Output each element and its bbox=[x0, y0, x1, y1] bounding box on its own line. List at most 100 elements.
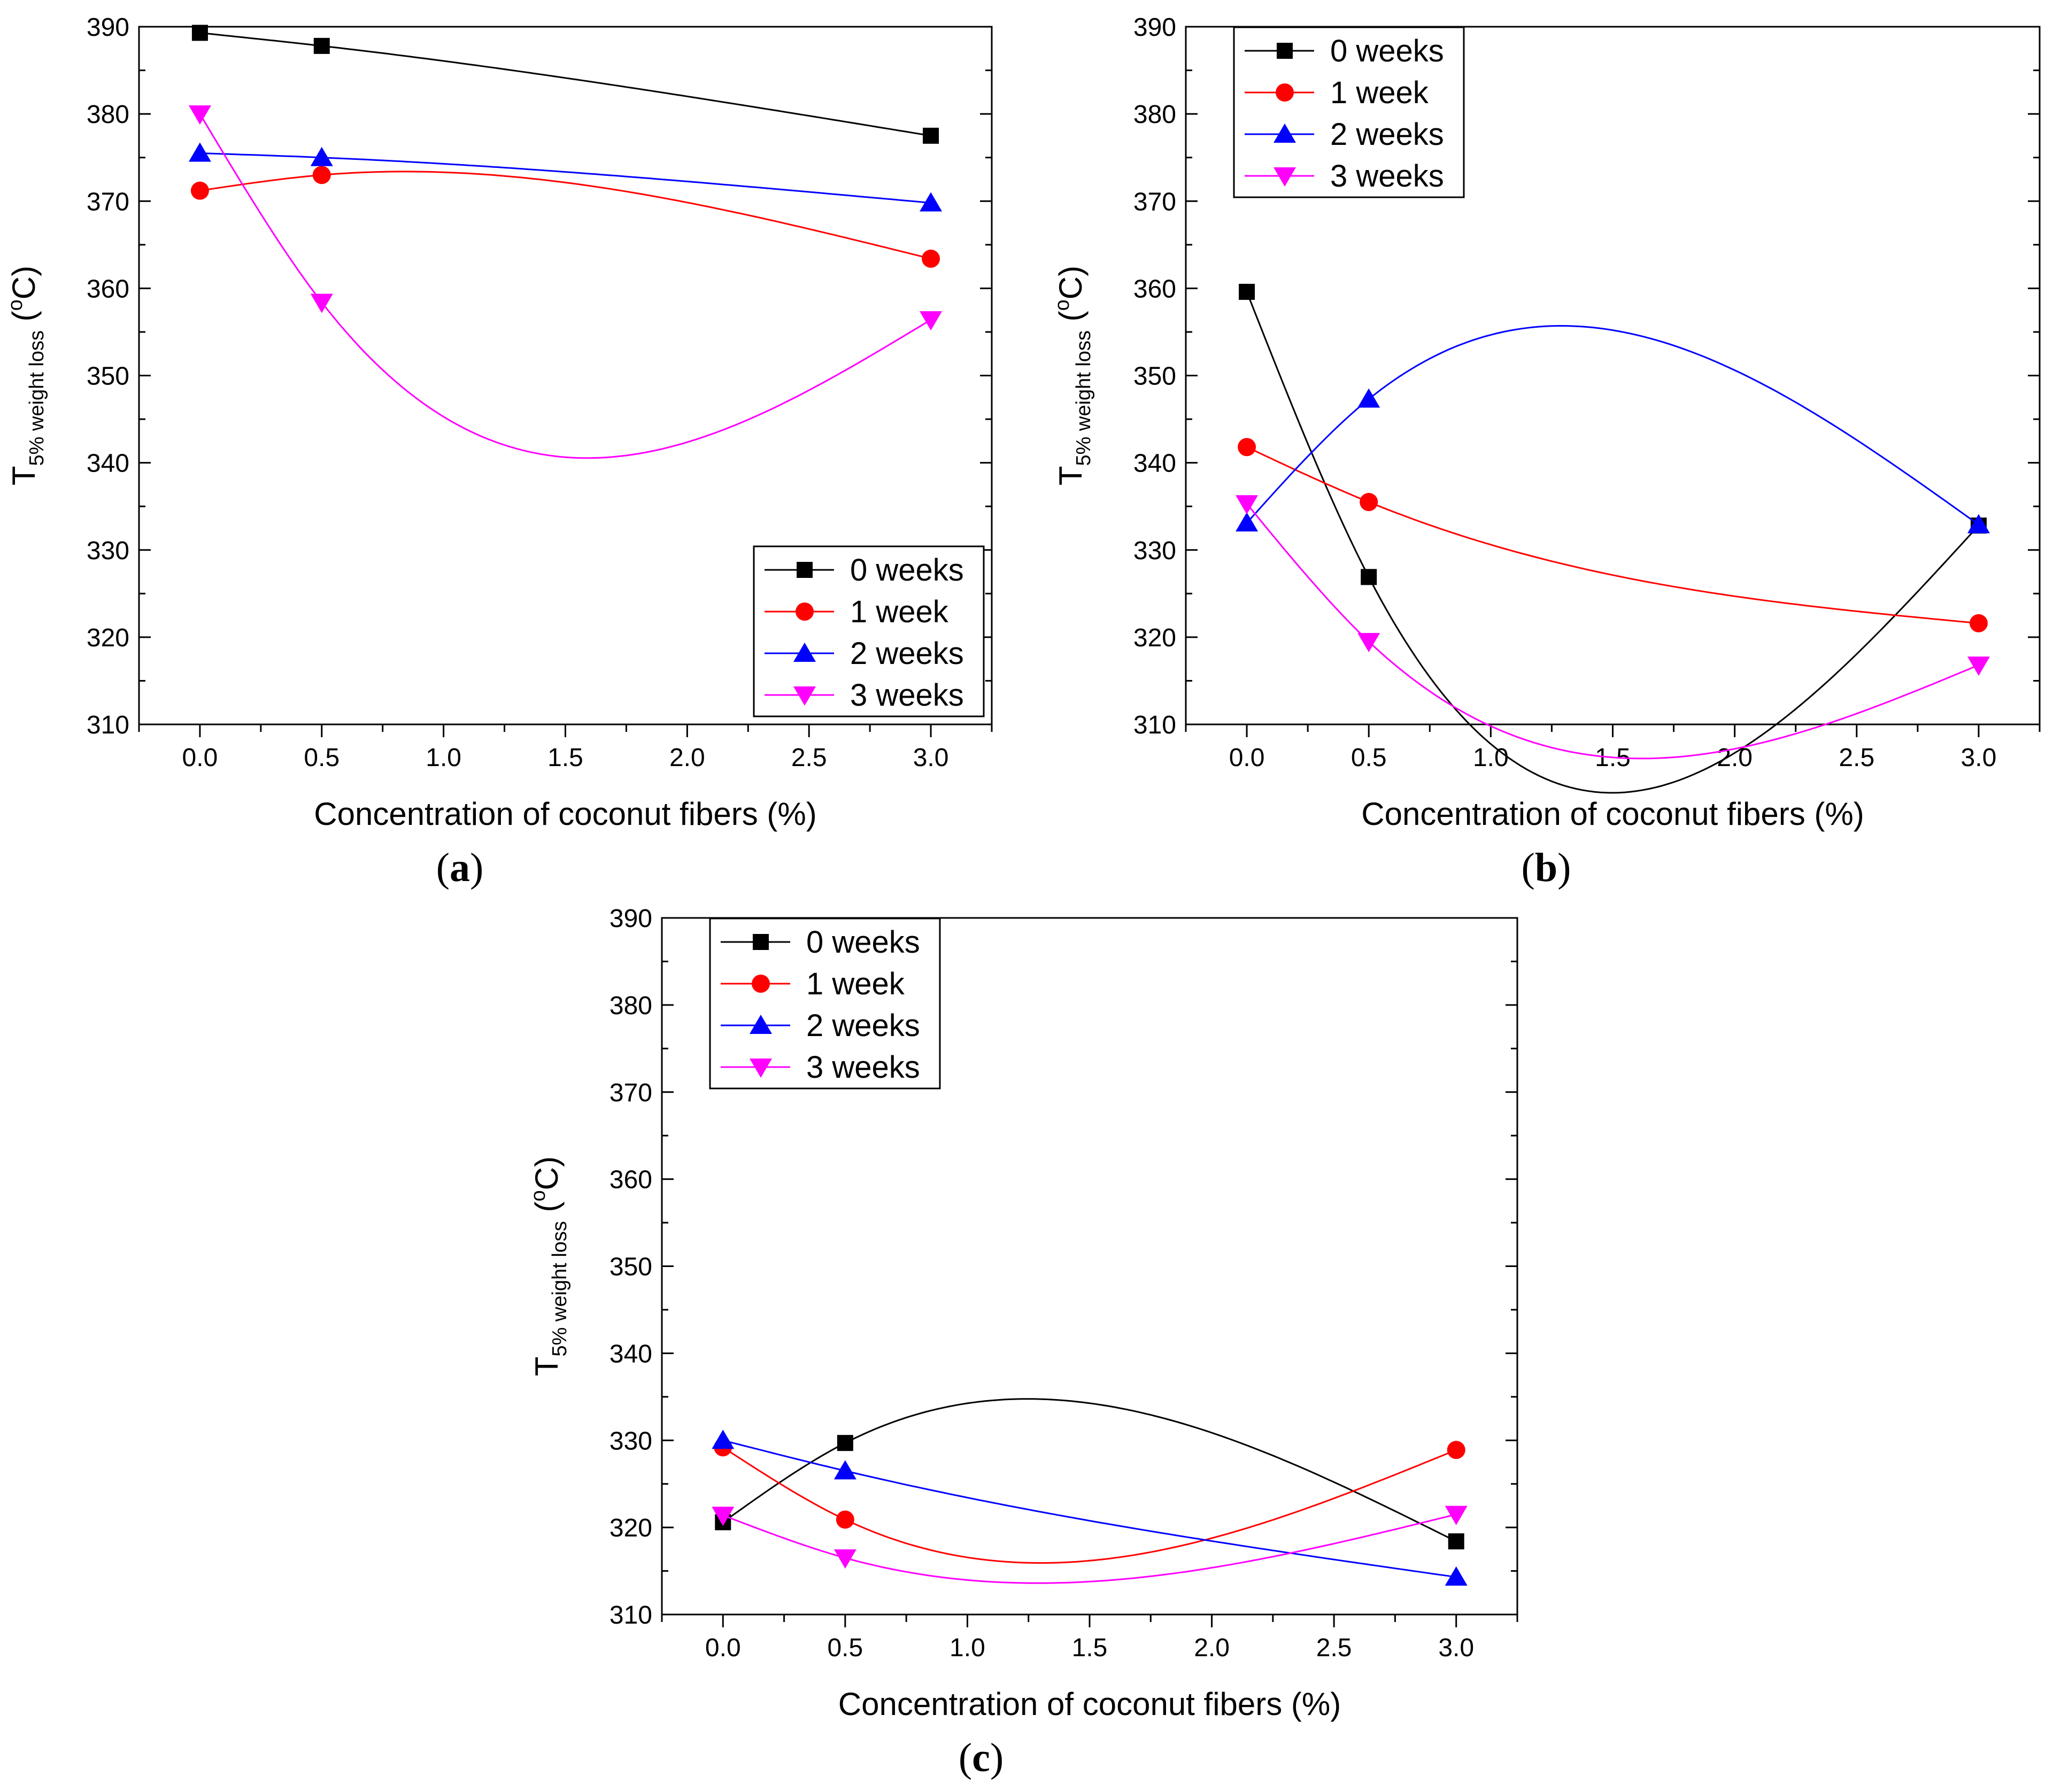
y-tick-label: 350 bbox=[1133, 362, 1176, 391]
x-tick-label: 2.0 bbox=[1717, 744, 1753, 772]
y-tick-label: 340 bbox=[87, 450, 129, 478]
data-point-2-weeks bbox=[712, 1430, 735, 1449]
legend-label: 3 weeks bbox=[1330, 159, 1444, 194]
data-point-3-weeks bbox=[310, 293, 333, 313]
legend: 0 weeks 1 week 2 weeks 3 weeks bbox=[1233, 26, 1465, 198]
y-axis-title: T5% weight loss (oC) bbox=[1051, 266, 1095, 485]
x-tick-label: 1.0 bbox=[426, 744, 461, 772]
legend: 0 weeks 1 week 2 weeks 3 weeks bbox=[709, 917, 941, 1090]
caption-close: ) bbox=[1557, 845, 1571, 890]
y-axis-title-unit-open: ( bbox=[529, 1201, 565, 1221]
y-tick-label: 360 bbox=[87, 275, 129, 303]
y-axis-title-unit-open: ( bbox=[6, 311, 42, 330]
series-group bbox=[188, 25, 943, 459]
y-tick-label: 370 bbox=[1133, 188, 1176, 216]
legend-label: 2 weeks bbox=[850, 636, 964, 671]
legend-marker bbox=[793, 686, 816, 706]
caption-close: ) bbox=[990, 1735, 1004, 1780]
y-axis-title: T5% weight loss (oC) bbox=[527, 1156, 571, 1376]
data-point-1-week bbox=[1238, 438, 1256, 457]
y-axis-title-unit-sup: o bbox=[1051, 299, 1074, 311]
caption-letter: b bbox=[1535, 845, 1557, 890]
y-tick-label: 370 bbox=[87, 188, 129, 216]
data-point-1-week bbox=[190, 181, 209, 200]
x-tick-label: 2.0 bbox=[669, 744, 705, 772]
legend-marker bbox=[752, 975, 770, 993]
y-tick-label: 360 bbox=[1133, 275, 1176, 303]
x-tick-label: 1.5 bbox=[547, 744, 583, 772]
data-point-0-weeks bbox=[923, 127, 939, 144]
y-axis-title-unit-close: C) bbox=[1053, 266, 1089, 299]
x-tick-label: 2.5 bbox=[1316, 1634, 1352, 1662]
x-tick-label: 0.5 bbox=[304, 744, 339, 772]
caption-open: ( bbox=[959, 1735, 972, 1780]
legend-label: 2 weeks bbox=[1330, 117, 1444, 152]
legend: 0 weeks 1 week 2 weeks 3 weeks bbox=[753, 545, 985, 717]
panel-c: 310 320 330 340 350 360 370 380 390 0.0 0.5 1.0 1.5 2… bbox=[527, 905, 1518, 1780]
data-point-1-week bbox=[312, 166, 331, 184]
y-axis-title-unit-sup: o bbox=[527, 1190, 550, 1201]
data-point-3-weeks bbox=[1445, 1505, 1468, 1525]
data-point-2-weeks bbox=[920, 192, 943, 212]
caption-letter: c bbox=[972, 1735, 990, 1780]
data-point-0-weeks bbox=[1448, 1533, 1464, 1550]
legend-marker bbox=[750, 1015, 772, 1034]
y-tick-label: 310 bbox=[1133, 711, 1176, 739]
legend-label: 2 weeks bbox=[806, 1008, 920, 1043]
legend-box bbox=[1233, 26, 1465, 198]
legend-label: 1 week bbox=[1330, 75, 1429, 110]
legend-marker bbox=[793, 643, 816, 662]
y-tick-label: 380 bbox=[609, 992, 652, 1020]
legend-label: 3 weeks bbox=[806, 1050, 920, 1085]
legend-label: 3 weeks bbox=[850, 678, 964, 713]
legend-marker bbox=[1274, 123, 1296, 143]
y-tick-label: 390 bbox=[87, 13, 129, 42]
x-tick-label: 3.0 bbox=[913, 744, 949, 772]
legend-box bbox=[753, 545, 985, 717]
data-point-1-week bbox=[1447, 1441, 1465, 1459]
y-tick-label: 310 bbox=[87, 711, 129, 739]
y-axis-title-subscript: 5% weight loss bbox=[26, 330, 48, 466]
data-point-2-weeks bbox=[1357, 388, 1380, 408]
y-tick-label: 350 bbox=[87, 362, 129, 391]
x-tick-label: 0.5 bbox=[1351, 744, 1387, 772]
legend-label: 0 weeks bbox=[1330, 34, 1444, 68]
x-tick-label: 2.5 bbox=[791, 744, 827, 772]
data-point-2-weeks bbox=[1967, 514, 1990, 534]
legend-marker bbox=[1277, 43, 1293, 59]
data-point-0-weeks bbox=[1361, 569, 1377, 585]
y-tick-label: 340 bbox=[1133, 450, 1176, 478]
data-point-0-weeks bbox=[1239, 283, 1255, 300]
x-tick-label: 0.5 bbox=[827, 1634, 863, 1662]
x-tick-label: 0.0 bbox=[705, 1634, 741, 1662]
legend-marker bbox=[796, 603, 814, 621]
data-point-3-weeks bbox=[712, 1507, 735, 1526]
legend-label: 0 weeks bbox=[806, 925, 920, 960]
y-tick-label: 390 bbox=[609, 905, 652, 933]
legend-label: 0 weeks bbox=[850, 553, 964, 588]
x-tick-label: 1.5 bbox=[1072, 1634, 1108, 1662]
data-point-1-week bbox=[1360, 493, 1378, 512]
data-point-3-weeks bbox=[188, 105, 211, 125]
y-tick-label: 380 bbox=[1133, 101, 1176, 129]
caption-open: ( bbox=[1522, 845, 1535, 890]
legend-marker bbox=[1274, 167, 1296, 187]
x-axis-title: Concentration of coconut fibers (%) bbox=[1361, 796, 1864, 832]
data-point-3-weeks bbox=[1967, 656, 1990, 676]
data-point-2-weeks bbox=[310, 146, 333, 166]
data-point-1-week bbox=[922, 249, 940, 268]
x-tick-label: 3.0 bbox=[1961, 744, 1997, 772]
legend-marker bbox=[750, 1059, 772, 1078]
legend-marker bbox=[1276, 83, 1294, 102]
data-point-2-weeks bbox=[188, 142, 211, 162]
data-point-1-week bbox=[836, 1510, 854, 1529]
y-tick-label: 330 bbox=[1133, 537, 1176, 565]
x-tick-label: 0.0 bbox=[182, 744, 218, 772]
legend-label: 1 week bbox=[850, 594, 949, 629]
panel-a: 310 320 330 340 350 360 370 380 390 0.0 0.5 1.0 1.5 2… bbox=[4, 13, 993, 890]
caption-open: ( bbox=[436, 845, 450, 890]
y-axis-title-subscript: 5% weight loss bbox=[1072, 330, 1095, 466]
data-point-3-weeks bbox=[1357, 633, 1380, 653]
y-axis-title-unit-open: ( bbox=[1053, 311, 1089, 330]
x-tick-label: 3.0 bbox=[1438, 1634, 1474, 1662]
